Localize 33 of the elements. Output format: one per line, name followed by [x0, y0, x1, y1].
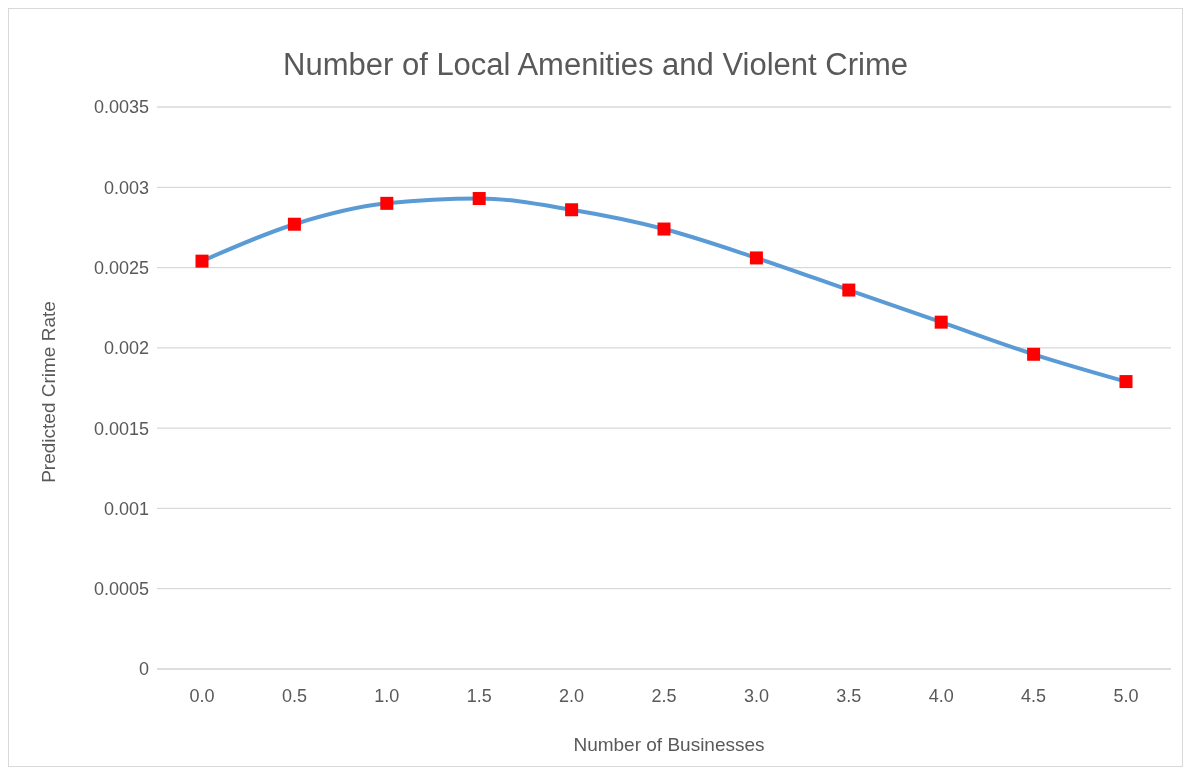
- y-tick-label: 0.0035: [93, 97, 149, 118]
- y-tick-label: 0.0015: [93, 418, 149, 439]
- point: [934, 315, 948, 329]
- y-tick-label: 0.0025: [93, 257, 149, 278]
- point: [842, 283, 856, 297]
- point: [195, 254, 209, 268]
- x-tick-label: 3.0: [743, 685, 769, 706]
- point: [287, 217, 301, 231]
- x-axis-title: Number of Businesses: [572, 734, 766, 756]
- point: [472, 192, 486, 206]
- x-tick-label: 0.5: [281, 685, 307, 706]
- y-tick-label: 0.002: [103, 338, 149, 359]
- point: [1119, 375, 1133, 389]
- x-tick-label: 2.5: [651, 685, 677, 706]
- x-tick-label: 1.5: [466, 685, 492, 706]
- x-tick-label: 3.5: [836, 685, 862, 706]
- point: [380, 196, 394, 210]
- point: [1027, 347, 1041, 361]
- y-tick-label: 0.001: [103, 498, 149, 519]
- x-tick-label: 1.0: [374, 685, 400, 706]
- x-tick-label: 2.0: [559, 685, 585, 706]
- x-tick-label: 4.0: [928, 685, 954, 706]
- y-tick-label: 0.0005: [93, 579, 149, 600]
- point: [657, 222, 671, 236]
- y-axis-title: Predicted Crime Rate: [38, 301, 60, 483]
- y-tick-label: 0: [138, 659, 149, 680]
- x-tick-label: 5.0: [1113, 685, 1139, 706]
- point: [749, 251, 763, 265]
- x-tick-label: 4.5: [1021, 685, 1047, 706]
- y-tick-label: 0.003: [103, 177, 149, 198]
- chart-title: Number of Local Amenities and Violent Crime: [282, 47, 909, 83]
- x-tick-label: 0.0: [189, 685, 215, 706]
- point: [565, 203, 579, 217]
